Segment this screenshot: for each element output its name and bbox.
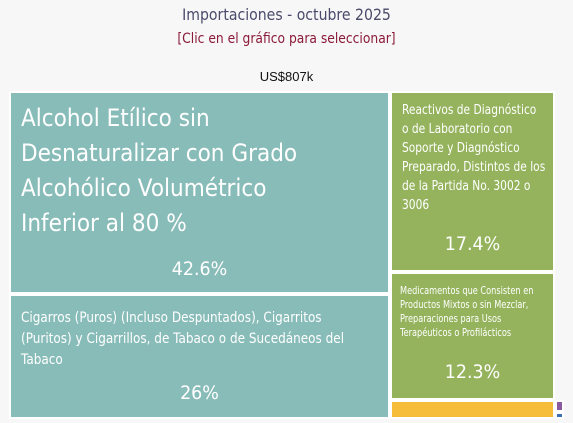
tile-reactivos[interactable]: Reactivos de Diagnóstico o de Laboratori… [390,91,555,272]
tile-label: Alcohol Etílico sin Desnaturalizar con G… [21,104,298,237]
total-value: US$807k [259,69,314,84]
chart-subtitle[interactable]: [Clic en el gráfico para seleccionar] [177,31,396,47]
chart-title: Importaciones - octubre 2025 [182,5,391,24]
tile-small-purple[interactable] [555,400,564,412]
tile-percent: 12.3% [444,361,501,383]
tile-alcohol-etilico[interactable]: Alcohol Etílico sin Desnaturalizar con G… [9,91,390,294]
tile-label: Cigarros (Puros) (Incluso Despuntados), … [21,310,345,368]
tile-percent: 42.6% [171,258,228,280]
treemap[interactable]: Alcohol Etílico sin Desnaturalizar con G… [9,91,564,419]
tile-small-blue[interactable] [555,412,564,419]
tile-percent: 17.4% [444,233,501,255]
tile-cigarros[interactable]: Cigarros (Puros) (Incluso Despuntados), … [9,294,390,419]
tile-medicamentos[interactable]: Medicamentos que Consisten en Productos … [390,272,555,400]
tile-label: Medicamentos que Consisten en Productos … [400,285,534,339]
tile-percent: 26% [180,382,219,404]
tile-small-yellow[interactable] [390,400,555,419]
tile-label: Reactivos de Diagnóstico o de Laboratori… [402,103,546,213]
